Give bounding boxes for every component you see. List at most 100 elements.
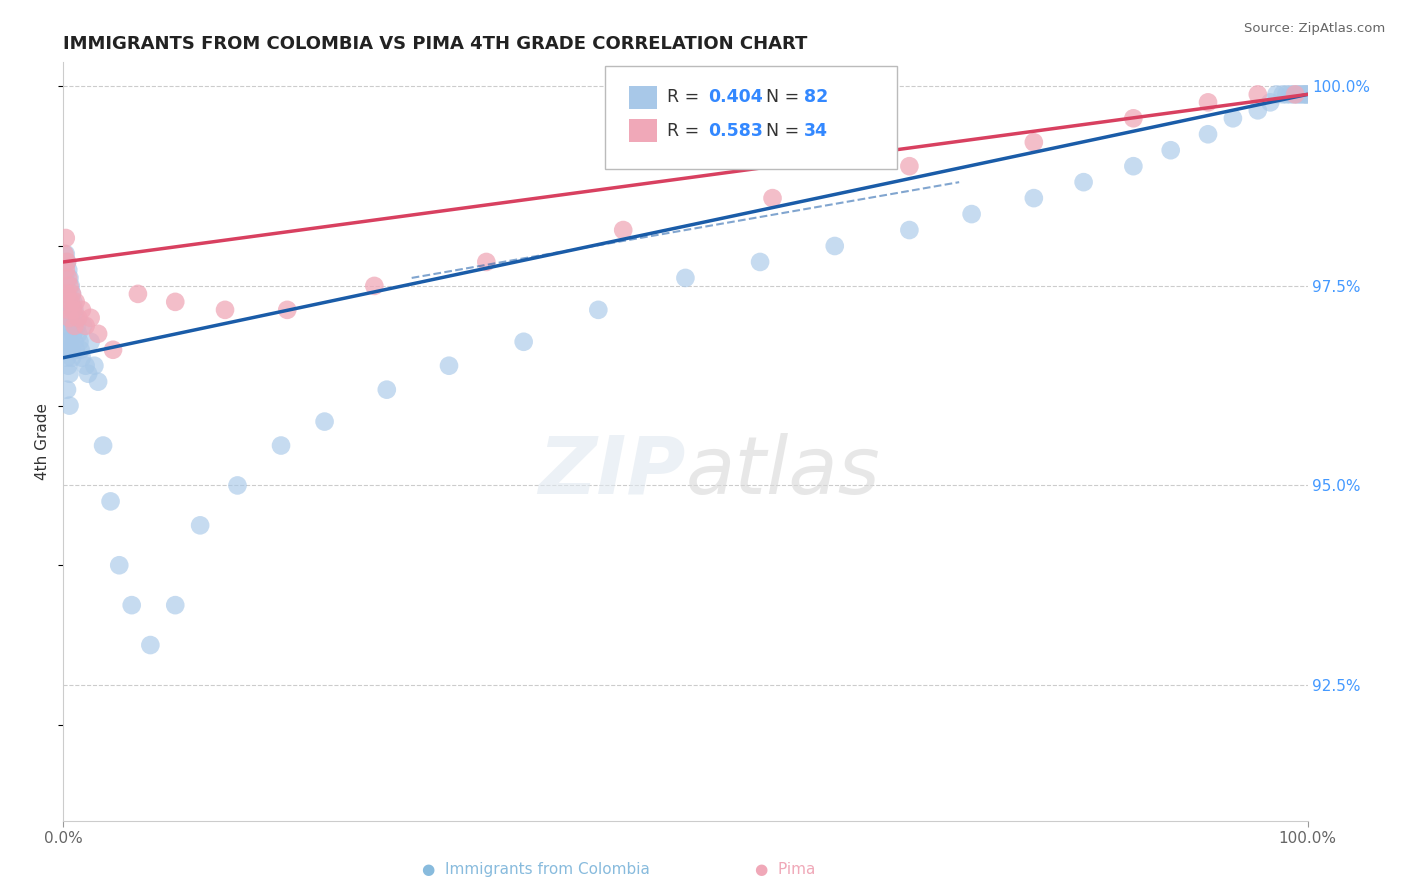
Point	[1258, 95, 1281, 110]
Point	[1275, 87, 1298, 102]
Point	[63, 302, 86, 317]
Point	[56, 383, 79, 397]
Point	[58, 326, 80, 341]
Point	[67, 310, 90, 325]
Point	[1022, 135, 1045, 149]
Point	[70, 302, 93, 317]
Point	[75, 359, 97, 373]
Point	[1073, 175, 1095, 189]
Point	[1222, 112, 1244, 126]
Point	[58, 271, 80, 285]
Point	[87, 326, 110, 341]
Point	[1286, 87, 1309, 102]
Point	[66, 318, 89, 333]
Point	[60, 286, 83, 301]
Point	[75, 318, 97, 333]
Point	[100, 494, 122, 508]
FancyBboxPatch shape	[605, 66, 897, 169]
Point	[1279, 87, 1302, 102]
Point	[56, 351, 79, 365]
Point	[58, 279, 80, 293]
Point	[375, 383, 398, 397]
Point	[1291, 87, 1313, 102]
Point	[62, 294, 84, 309]
Point	[1122, 112, 1144, 126]
Text: N =: N =	[766, 88, 806, 106]
Point	[437, 359, 460, 373]
Point	[58, 294, 80, 309]
Point	[62, 302, 84, 317]
Text: atlas: atlas	[686, 433, 880, 511]
FancyBboxPatch shape	[630, 120, 657, 142]
Point	[60, 351, 83, 365]
Point	[1294, 87, 1316, 102]
Text: R =: R =	[666, 88, 704, 106]
Point	[270, 438, 292, 452]
Point	[1197, 128, 1219, 142]
Point	[314, 415, 336, 429]
Point	[59, 294, 82, 309]
Point	[53, 271, 76, 285]
Text: N =: N =	[766, 121, 806, 140]
Point	[101, 343, 124, 357]
Point	[58, 271, 80, 285]
Point	[363, 279, 385, 293]
Point	[1247, 87, 1270, 102]
Point	[165, 294, 187, 309]
Point	[824, 239, 846, 253]
Text: 0.404: 0.404	[707, 88, 762, 106]
Point	[56, 255, 79, 269]
Point	[139, 638, 162, 652]
Point	[58, 367, 80, 381]
Text: ZIP: ZIP	[538, 433, 686, 511]
Text: 82: 82	[804, 88, 828, 106]
Point	[79, 334, 101, 349]
Point	[1271, 87, 1294, 102]
Point	[588, 302, 610, 317]
Text: IMMIGRANTS FROM COLOMBIA VS PIMA 4TH GRADE CORRELATION CHART: IMMIGRANTS FROM COLOMBIA VS PIMA 4TH GRA…	[63, 35, 807, 53]
Point	[749, 255, 772, 269]
Point	[1282, 87, 1305, 102]
Point	[72, 318, 94, 333]
Text: R =: R =	[666, 121, 704, 140]
Point	[56, 255, 79, 269]
Point	[59, 310, 82, 325]
Point	[60, 318, 83, 333]
Text: 34: 34	[804, 121, 828, 140]
Point	[1289, 87, 1312, 102]
Point	[62, 326, 84, 341]
Text: 0.583: 0.583	[707, 121, 762, 140]
Point	[1160, 143, 1182, 157]
Point	[55, 310, 77, 325]
Point	[127, 286, 149, 301]
Point	[56, 286, 79, 301]
Point	[58, 310, 80, 325]
Point	[214, 302, 236, 317]
Point	[56, 286, 79, 301]
Point	[1265, 87, 1288, 102]
Point	[67, 326, 90, 341]
Point	[512, 334, 534, 349]
Point	[475, 255, 498, 269]
Y-axis label: 4th Grade: 4th Grade	[35, 403, 51, 480]
Point	[898, 159, 921, 173]
Point	[612, 223, 634, 237]
Point	[58, 399, 80, 413]
Point	[79, 310, 101, 325]
Point	[121, 598, 143, 612]
Point	[1284, 87, 1306, 102]
Point	[69, 343, 91, 357]
Point	[276, 302, 298, 317]
Point	[675, 271, 697, 285]
Point	[56, 318, 79, 333]
Point	[83, 359, 105, 373]
Point	[53, 334, 76, 349]
Text: ●  Immigrants from Colombia: ● Immigrants from Colombia	[422, 863, 650, 878]
Point	[77, 367, 100, 381]
Point	[70, 351, 93, 365]
Point	[1122, 159, 1144, 173]
Point	[59, 279, 82, 293]
Point	[1295, 87, 1317, 102]
Point	[91, 438, 114, 452]
Point	[1022, 191, 1045, 205]
